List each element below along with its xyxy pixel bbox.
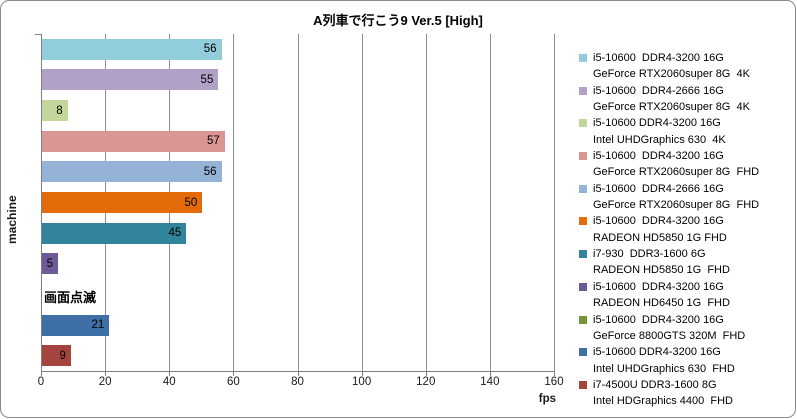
legend-swatch <box>579 217 587 226</box>
legend-swatch <box>579 54 587 62</box>
legend-label-line1: i5-10600 DDR4-3200 16G <box>593 313 724 326</box>
legend-item: i5-10600 DDR4-3200 16G RADEON HD5850 1G F… <box>579 213 793 246</box>
legend-swatch <box>579 86 587 95</box>
x-tick-label: 160 <box>544 376 564 388</box>
bar: 21 <box>42 314 110 336</box>
legend-label-line2: GeForce RTX2060super 8G FHD <box>593 199 760 212</box>
bar: 9 <box>42 345 71 367</box>
legend-label-line2: GeForce RTX2060super 8G 4K <box>593 101 750 114</box>
x-axis-tick <box>489 371 491 376</box>
legend-item: i5-10600 DDR4-3200 16G GeForce RTX2060sup… <box>579 148 793 181</box>
gridline <box>233 34 235 371</box>
legend-label-line2: RADEON HD5850 1G FHD <box>593 231 727 244</box>
x-axis-tick <box>169 371 171 376</box>
bar-value-label: 45 <box>168 227 182 240</box>
legend-label-line2: RADEON HD6450 1G FHD <box>593 297 730 310</box>
bar: 56 <box>42 38 222 60</box>
legend-label-line2: RADEON HD5850 1G FHD <box>593 264 730 277</box>
bar-value-label: 57 <box>206 135 220 148</box>
legend-item: i7-930 DDR3-1600 6G RADEON HD5850 1G FHD <box>579 246 793 279</box>
gridline <box>425 34 427 371</box>
x-axis-tick <box>41 371 42 376</box>
legend-label-line1: i5-10600 DDR4-3200 16G <box>593 215 724 228</box>
legend-label-line1: i5-10600 DDR4-3200 16G <box>593 117 721 130</box>
bar: 55 <box>42 69 219 91</box>
x-tick-label: 60 <box>226 376 240 388</box>
bar-value-label: 9 <box>59 349 66 362</box>
bar-value-label: 56 <box>203 165 217 178</box>
x-tick-label: 140 <box>480 376 500 388</box>
bar: 5 <box>42 253 59 275</box>
legend-label-line1: i5-10600 DDR4-2666 16G <box>593 182 724 195</box>
legend-swatch <box>579 380 587 389</box>
bar: 8 <box>42 100 68 122</box>
x-axis-tick <box>297 371 299 376</box>
bar-value-label: 5 <box>46 257 54 270</box>
legend-label-line2: Intel UHDGraphics 630 4K <box>593 133 726 146</box>
legend-swatch <box>579 282 587 291</box>
y-axis-title: machine <box>5 195 19 245</box>
x-axis-tick <box>105 371 107 376</box>
x-tick-label: 20 <box>98 376 112 388</box>
x-tick-label: 80 <box>291 376 304 388</box>
bar-value-label: 55 <box>200 73 214 86</box>
x-axis-title: fps <box>538 393 556 405</box>
gridline <box>489 34 491 371</box>
legend-label-line1: i5-10600 DDR4-3200 16G <box>593 150 724 163</box>
bar-value-label: 50 <box>184 196 198 209</box>
y-axis-top-tick <box>35 34 42 35</box>
legend-swatch <box>579 184 587 193</box>
legend-label-line2: GeForce RTX2060super 8G FHD <box>593 166 760 179</box>
legend-label-line1: i7-4500U DDR3-1600 8G <box>593 378 717 391</box>
legend-label-line2: GeForce 8800GTS 320M FHD <box>593 329 746 342</box>
legend-item: i7-4500U DDR3-1600 8G Intel HDGraphics 44… <box>579 377 793 410</box>
legend: i5-10600 DDR4-3200 16G GeForce RTX2060sup… <box>579 50 793 410</box>
x-tick-label: 0 <box>37 376 45 388</box>
bar: 57 <box>42 130 225 152</box>
legend-swatch <box>579 348 587 357</box>
legend-item: i5-10600 DDR4-3200 16G GeForce 8800GTS 32… <box>579 312 793 345</box>
bar: 56 <box>42 161 222 183</box>
x-tick-label: 40 <box>162 376 176 388</box>
bar-value-label: 8 <box>56 104 63 117</box>
gridline <box>297 34 299 371</box>
legend-item: i5-10600 DDR4-2666 16G GeForce RTX2060sup… <box>579 83 793 116</box>
legend-label-line1: i5-10600 DDR4-3200 16G <box>593 346 721 359</box>
legend-item: i5-10600 DDR4-3200 16G GeForce RTX2060sup… <box>579 50 793 83</box>
x-tick-label: 100 <box>352 376 372 388</box>
legend-item: i5-10600 DDR4-3200 16G Intel UHDGraphics … <box>579 115 793 148</box>
legend-swatch <box>579 119 587 128</box>
legend-swatch <box>579 315 587 324</box>
annotation-screen-flicker: 画面点滅 <box>44 289 97 305</box>
x-axis-tick <box>233 371 235 376</box>
legend-item: i5-10600 DDR4-3200 16G Intel UHDGraphics … <box>579 344 793 377</box>
legend-swatch <box>579 250 587 259</box>
legend-label-line2: GeForce RTX2060super 8G 4K <box>593 68 750 81</box>
x-axis-tick <box>554 371 555 376</box>
bar: 50 <box>42 192 203 213</box>
bar-value-label: 56 <box>203 43 217 56</box>
x-axis-tick <box>425 371 427 376</box>
legend-label-line1: i7-930 DDR3-1600 6G <box>593 248 706 261</box>
legend-label-line1: i5-10600 DDR4-3200 16G <box>593 280 724 293</box>
gridline <box>554 34 555 371</box>
y-axis-line <box>41 34 42 372</box>
legend-label-line2: Intel HDGraphics 4400 FHD <box>593 395 733 408</box>
bar: 45 <box>42 222 187 244</box>
gridline <box>361 34 363 371</box>
bar-value-label: 21 <box>91 319 105 332</box>
legend-label-line2: Intel UHDGraphics 630 FHD <box>593 362 735 375</box>
legend-label-line1: i5-10600 DDR4-3200 16G <box>593 52 724 64</box>
legend-swatch <box>579 152 587 161</box>
x-axis-tick <box>361 371 363 376</box>
chart-title: A列車で行こう9 Ver.5 [High] <box>313 13 483 28</box>
legend-item: i5-10600 DDR4-3200 16G RADEON HD6450 1G F… <box>579 279 793 312</box>
plot-area: 56 55 8 57 56 50 45 5 画面点滅 21 9 <box>41 34 555 371</box>
legend-item: i5-10600 DDR4-2666 16G GeForce RTX2060sup… <box>579 181 793 214</box>
legend-label-line1: i5-10600 DDR4-2666 16G <box>593 84 724 97</box>
x-tick-label: 120 <box>416 376 436 388</box>
